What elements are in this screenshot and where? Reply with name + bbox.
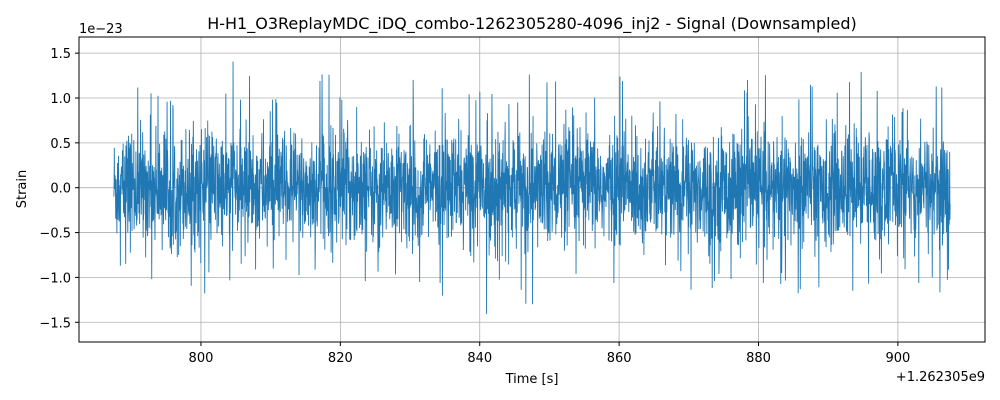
y-axis-label: Strain [15, 170, 30, 209]
y-tick-label: 1.0 [50, 92, 71, 107]
chart-title: H-H1_O3ReplayMDC_iDQ_combo-1262305280-40… [207, 14, 857, 34]
x-tick-label: 900 [885, 351, 910, 366]
x-offset-label: +1.262305e9 [896, 370, 985, 385]
tick-layer: 800 820 840 860 880 900 −1.5 −1.0 −0.5 0.0 0.5 1.0 1… [39, 47, 910, 366]
x-tick-label: 820 [328, 351, 353, 366]
y-tick-label: 0.5 [50, 137, 71, 152]
signal-series-line [113, 61, 951, 315]
y-tick-label: 0.0 [50, 182, 71, 197]
x-tick-label: 800 [189, 351, 214, 366]
y-scale-offset-label: 1e−23 [79, 22, 123, 37]
y-tick-label: −0.5 [39, 227, 71, 242]
x-axis-label: Time [s] [505, 372, 559, 387]
data-layer [113, 61, 951, 315]
x-tick-label: 840 [467, 351, 492, 366]
y-tick-label: −1.5 [39, 316, 71, 331]
plot-frame [78, 36, 986, 343]
y-tick-label: 1.5 [50, 47, 71, 62]
y-tick-label: −1.0 [39, 271, 71, 286]
x-tick-label: 860 [607, 351, 632, 366]
x-tick-label: 880 [746, 351, 771, 366]
